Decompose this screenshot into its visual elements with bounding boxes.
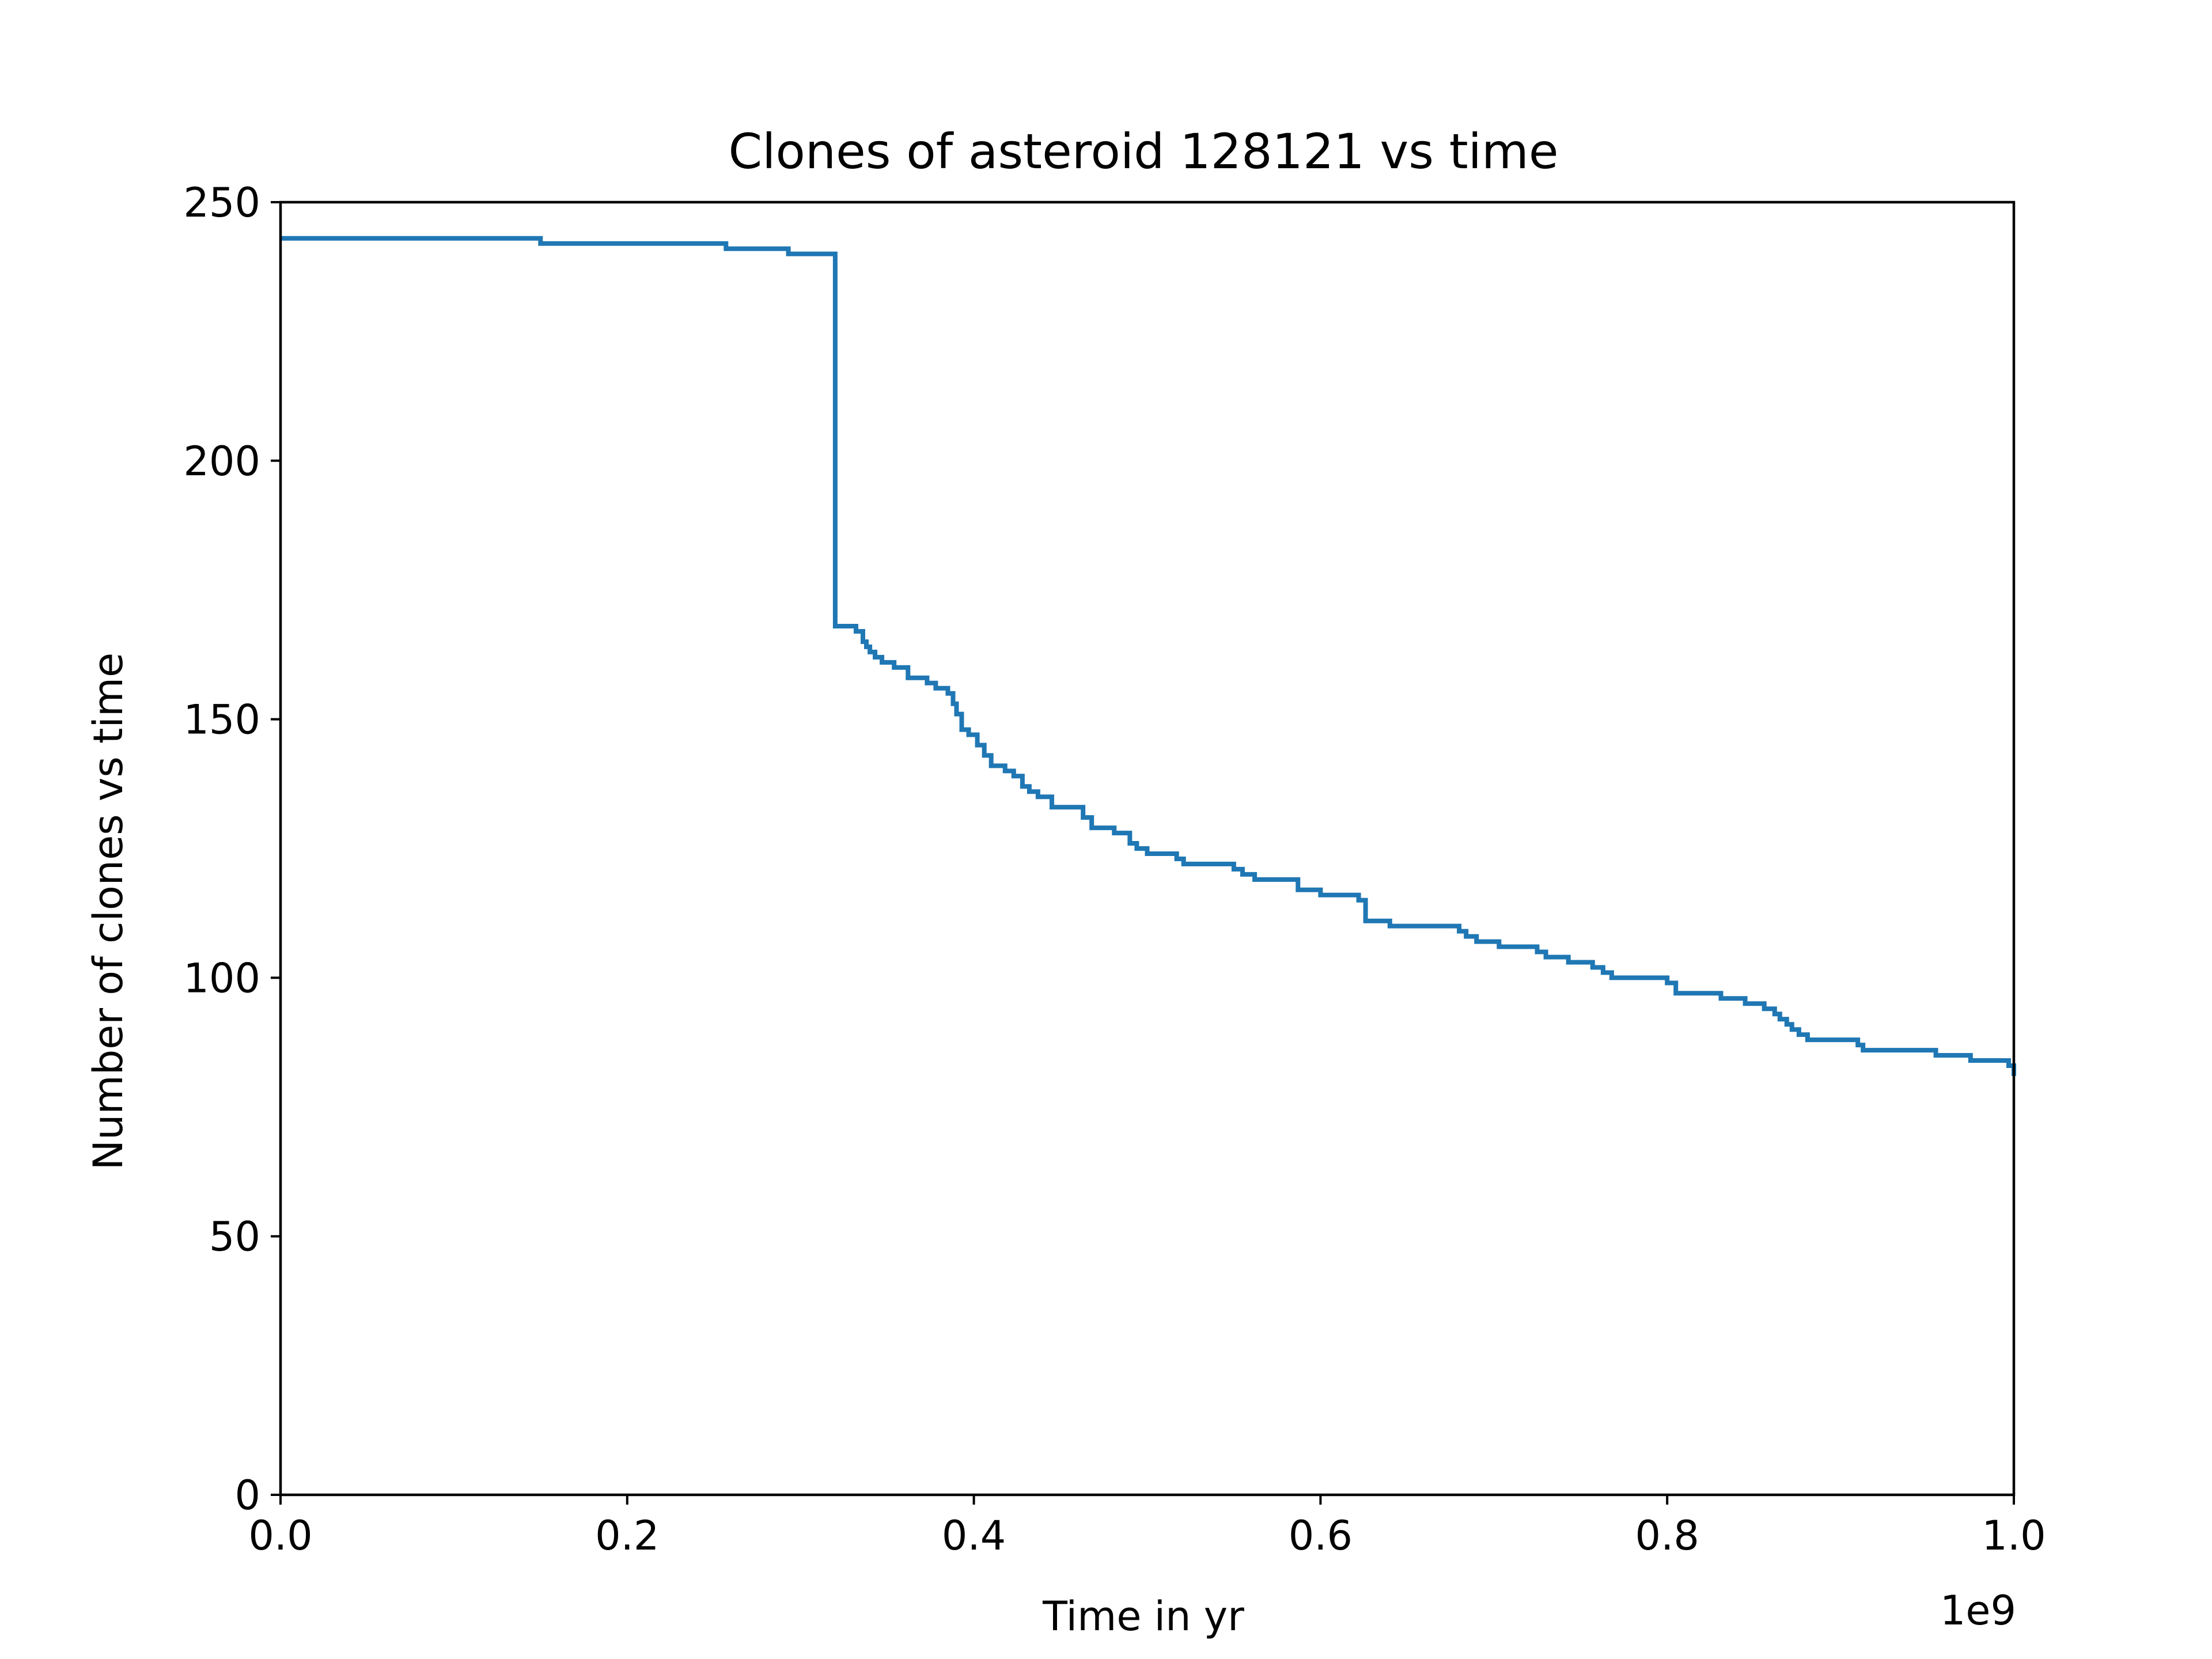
x-tick-label: 0.8 <box>1635 1512 1699 1559</box>
x-tick-label: 0.0 <box>248 1512 312 1559</box>
series-line <box>281 236 2016 1076</box>
y-tick-label: 100 <box>183 955 260 1002</box>
x-tick-label: 0.4 <box>942 1512 1006 1559</box>
y-axis-label: Number of clones vs time <box>85 653 132 1170</box>
y-tick-label: 0 <box>234 1472 260 1519</box>
x-tick-label: 0.6 <box>1289 1512 1353 1559</box>
y-axis-ticks: 0 50 100 150 200 250 <box>183 179 281 1519</box>
x-axis-offset-label: 1e9 <box>1940 1587 2016 1634</box>
y-tick-label: 200 <box>183 438 260 485</box>
y-tick-label: 250 <box>183 179 260 226</box>
plot-area <box>281 236 2016 1076</box>
y-tick-label: 150 <box>183 696 260 744</box>
x-tick-label: 1.0 <box>1982 1512 2046 1559</box>
x-tick-label: 0.2 <box>595 1512 659 1559</box>
y-tick-label: 50 <box>209 1213 260 1260</box>
x-axis-ticks: 0.0 0.2 0.4 0.6 0.8 1.0 <box>248 1495 2046 1559</box>
axes-frame <box>279 200 2016 1497</box>
x-axis-label: Time in yr <box>1042 1593 1244 1640</box>
chart-title: Clones of asteroid 128121 vs time <box>728 123 1558 180</box>
